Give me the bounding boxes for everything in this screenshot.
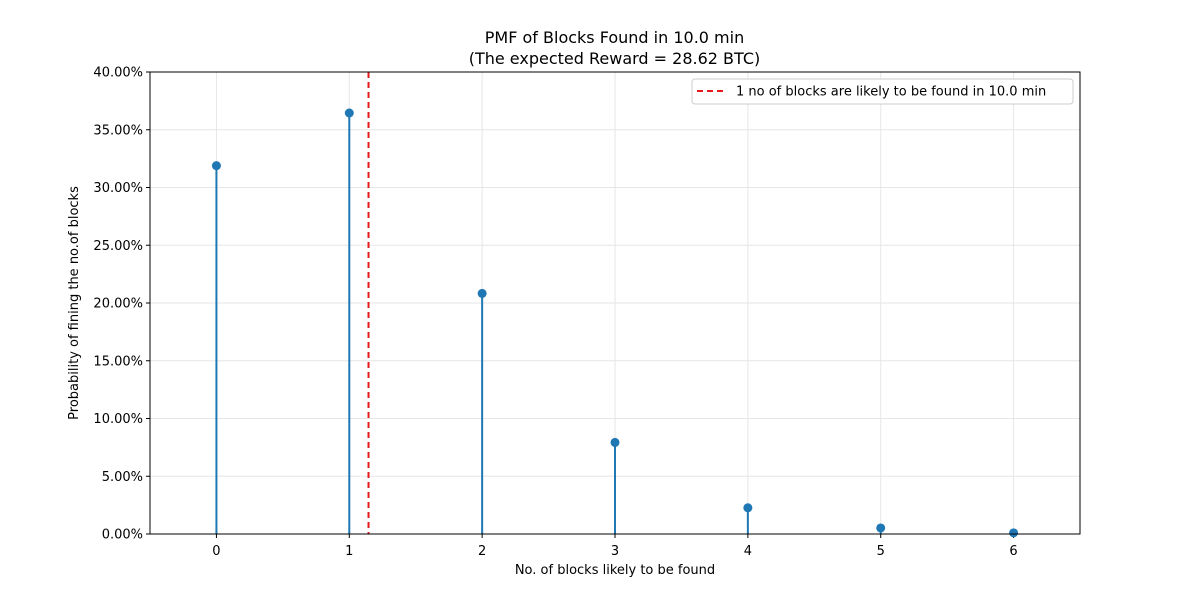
y-axis-label: Probability of fining the no.of blocks bbox=[67, 186, 82, 420]
stem-marker bbox=[211, 161, 221, 171]
stem-marker bbox=[876, 523, 886, 533]
chart-title-line2: (The expected Reward = 28.62 BTC) bbox=[469, 49, 761, 68]
y-tick-label: 25.00% bbox=[93, 239, 143, 254]
x-axis-ticks: 0 1 2 3 4 5 6 bbox=[212, 534, 1018, 559]
chart-title-line1: PMF of Blocks Found in 10.0 min bbox=[485, 28, 744, 47]
stem-marker bbox=[743, 503, 753, 513]
y-tick-label: 5.00% bbox=[102, 470, 143, 485]
x-tick-label: 6 bbox=[1009, 544, 1017, 559]
stem-marker bbox=[477, 288, 487, 298]
x-tick-label: 5 bbox=[877, 544, 885, 559]
plot-frame bbox=[149, 71, 1081, 535]
stem-marker bbox=[1009, 528, 1019, 538]
x-tick-label: 4 bbox=[744, 544, 752, 559]
x-axis-label: No. of blocks likely to be found bbox=[515, 563, 715, 578]
legend-box bbox=[691, 78, 1074, 105]
x-tick-label: 0 bbox=[212, 544, 220, 559]
x-tick-label: 3 bbox=[611, 544, 619, 559]
y-tick-label: 20.00% bbox=[93, 297, 143, 312]
x-tick-label: 2 bbox=[478, 544, 486, 559]
y-tick-label: 10.00% bbox=[93, 412, 143, 427]
legend: 1 no of blocks are likely to be found in… bbox=[691, 78, 1074, 105]
y-tick-label: 30.00% bbox=[93, 181, 143, 196]
legend-label: 1 no of blocks are likely to be found in… bbox=[736, 85, 1046, 100]
y-axis-ticks: 0.00% 5.00% 10.00% 15.00% 20.00% 25.00% 30.00%… bbox=[93, 66, 150, 543]
stem-marker bbox=[344, 108, 354, 118]
y-tick-label: 0.00% bbox=[102, 528, 143, 543]
x-tick-label: 1 bbox=[345, 544, 353, 559]
y-tick-label: 35.00% bbox=[93, 123, 143, 138]
y-tick-label: 40.00% bbox=[93, 66, 143, 81]
y-tick-label: 15.00% bbox=[93, 354, 143, 369]
stem-marker bbox=[610, 437, 620, 447]
stem-series bbox=[211, 108, 1019, 538]
